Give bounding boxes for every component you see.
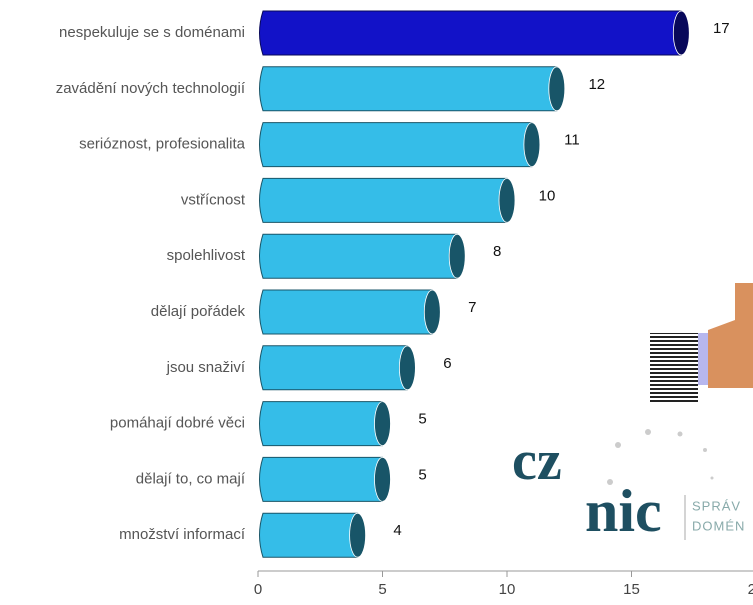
value-label: 5 <box>418 466 426 483</box>
y-tick-label: nespekuluje se s doménami <box>59 24 245 41</box>
bar <box>259 66 558 112</box>
value-label: 17 <box>713 20 730 37</box>
y-tick-label: dělají pořádek <box>151 303 246 320</box>
logo-dots <box>607 429 714 485</box>
bar <box>259 401 383 447</box>
y-tick-label: pomáhají dobré věci <box>110 415 245 432</box>
hand <box>708 283 753 388</box>
y-tick-label: vstřícnost <box>181 191 246 208</box>
value-label: 10 <box>539 187 556 204</box>
bar <box>259 122 533 168</box>
bar-cap <box>349 512 367 558</box>
logo-tagline: SPRÁV <box>692 498 741 513</box>
bar-cap <box>448 233 466 279</box>
bar-cap <box>374 401 391 447</box>
logo-tagline: DOMÉN <box>692 518 745 533</box>
bar-cap <box>672 10 690 56</box>
x-tick-label: 10 <box>499 581 516 598</box>
bar-cap <box>523 122 541 168</box>
x-tick-label: 15 <box>623 581 640 598</box>
value-label: 4 <box>393 522 401 539</box>
cuff <box>698 333 708 385</box>
y-tick-label: serióznost, profesionalita <box>79 136 246 153</box>
bar-cap <box>398 345 416 391</box>
y-tick-label: množství informací <box>119 526 246 543</box>
logo-nic: nic <box>585 478 662 544</box>
value-label: 7 <box>468 299 476 316</box>
y-tick-label: jsou snaživí <box>166 359 246 376</box>
bar <box>259 177 508 223</box>
x-tick-label: 0 <box>254 581 262 598</box>
bar <box>259 345 408 391</box>
logo-cz: cz <box>512 430 562 492</box>
bar <box>259 289 433 335</box>
x-tick-label: 20 <box>748 581 753 598</box>
bar <box>259 233 458 279</box>
x-tick-label: 5 <box>378 581 386 598</box>
thumbs-up-picture <box>650 283 753 403</box>
bar-cap <box>423 289 441 335</box>
value-label: 6 <box>443 355 451 372</box>
bar-cap <box>374 456 391 502</box>
value-label: 5 <box>418 411 426 428</box>
bar-cap <box>498 177 516 223</box>
bar <box>259 10 682 56</box>
bar <box>259 512 359 558</box>
bar <box>259 456 383 502</box>
bar-cap <box>548 66 566 112</box>
value-label: 12 <box>588 76 605 93</box>
y-tick-label: dělají to, co mají <box>136 470 246 487</box>
sleeve <box>650 333 698 403</box>
value-label: 11 <box>564 132 580 149</box>
value-label: 8 <box>493 243 501 260</box>
y-tick-label: zavádění nových technologií <box>56 80 246 97</box>
logo: cz nic SPRÁV DOMÉN <box>512 429 745 544</box>
y-tick-label: spolehlivost <box>167 247 246 264</box>
